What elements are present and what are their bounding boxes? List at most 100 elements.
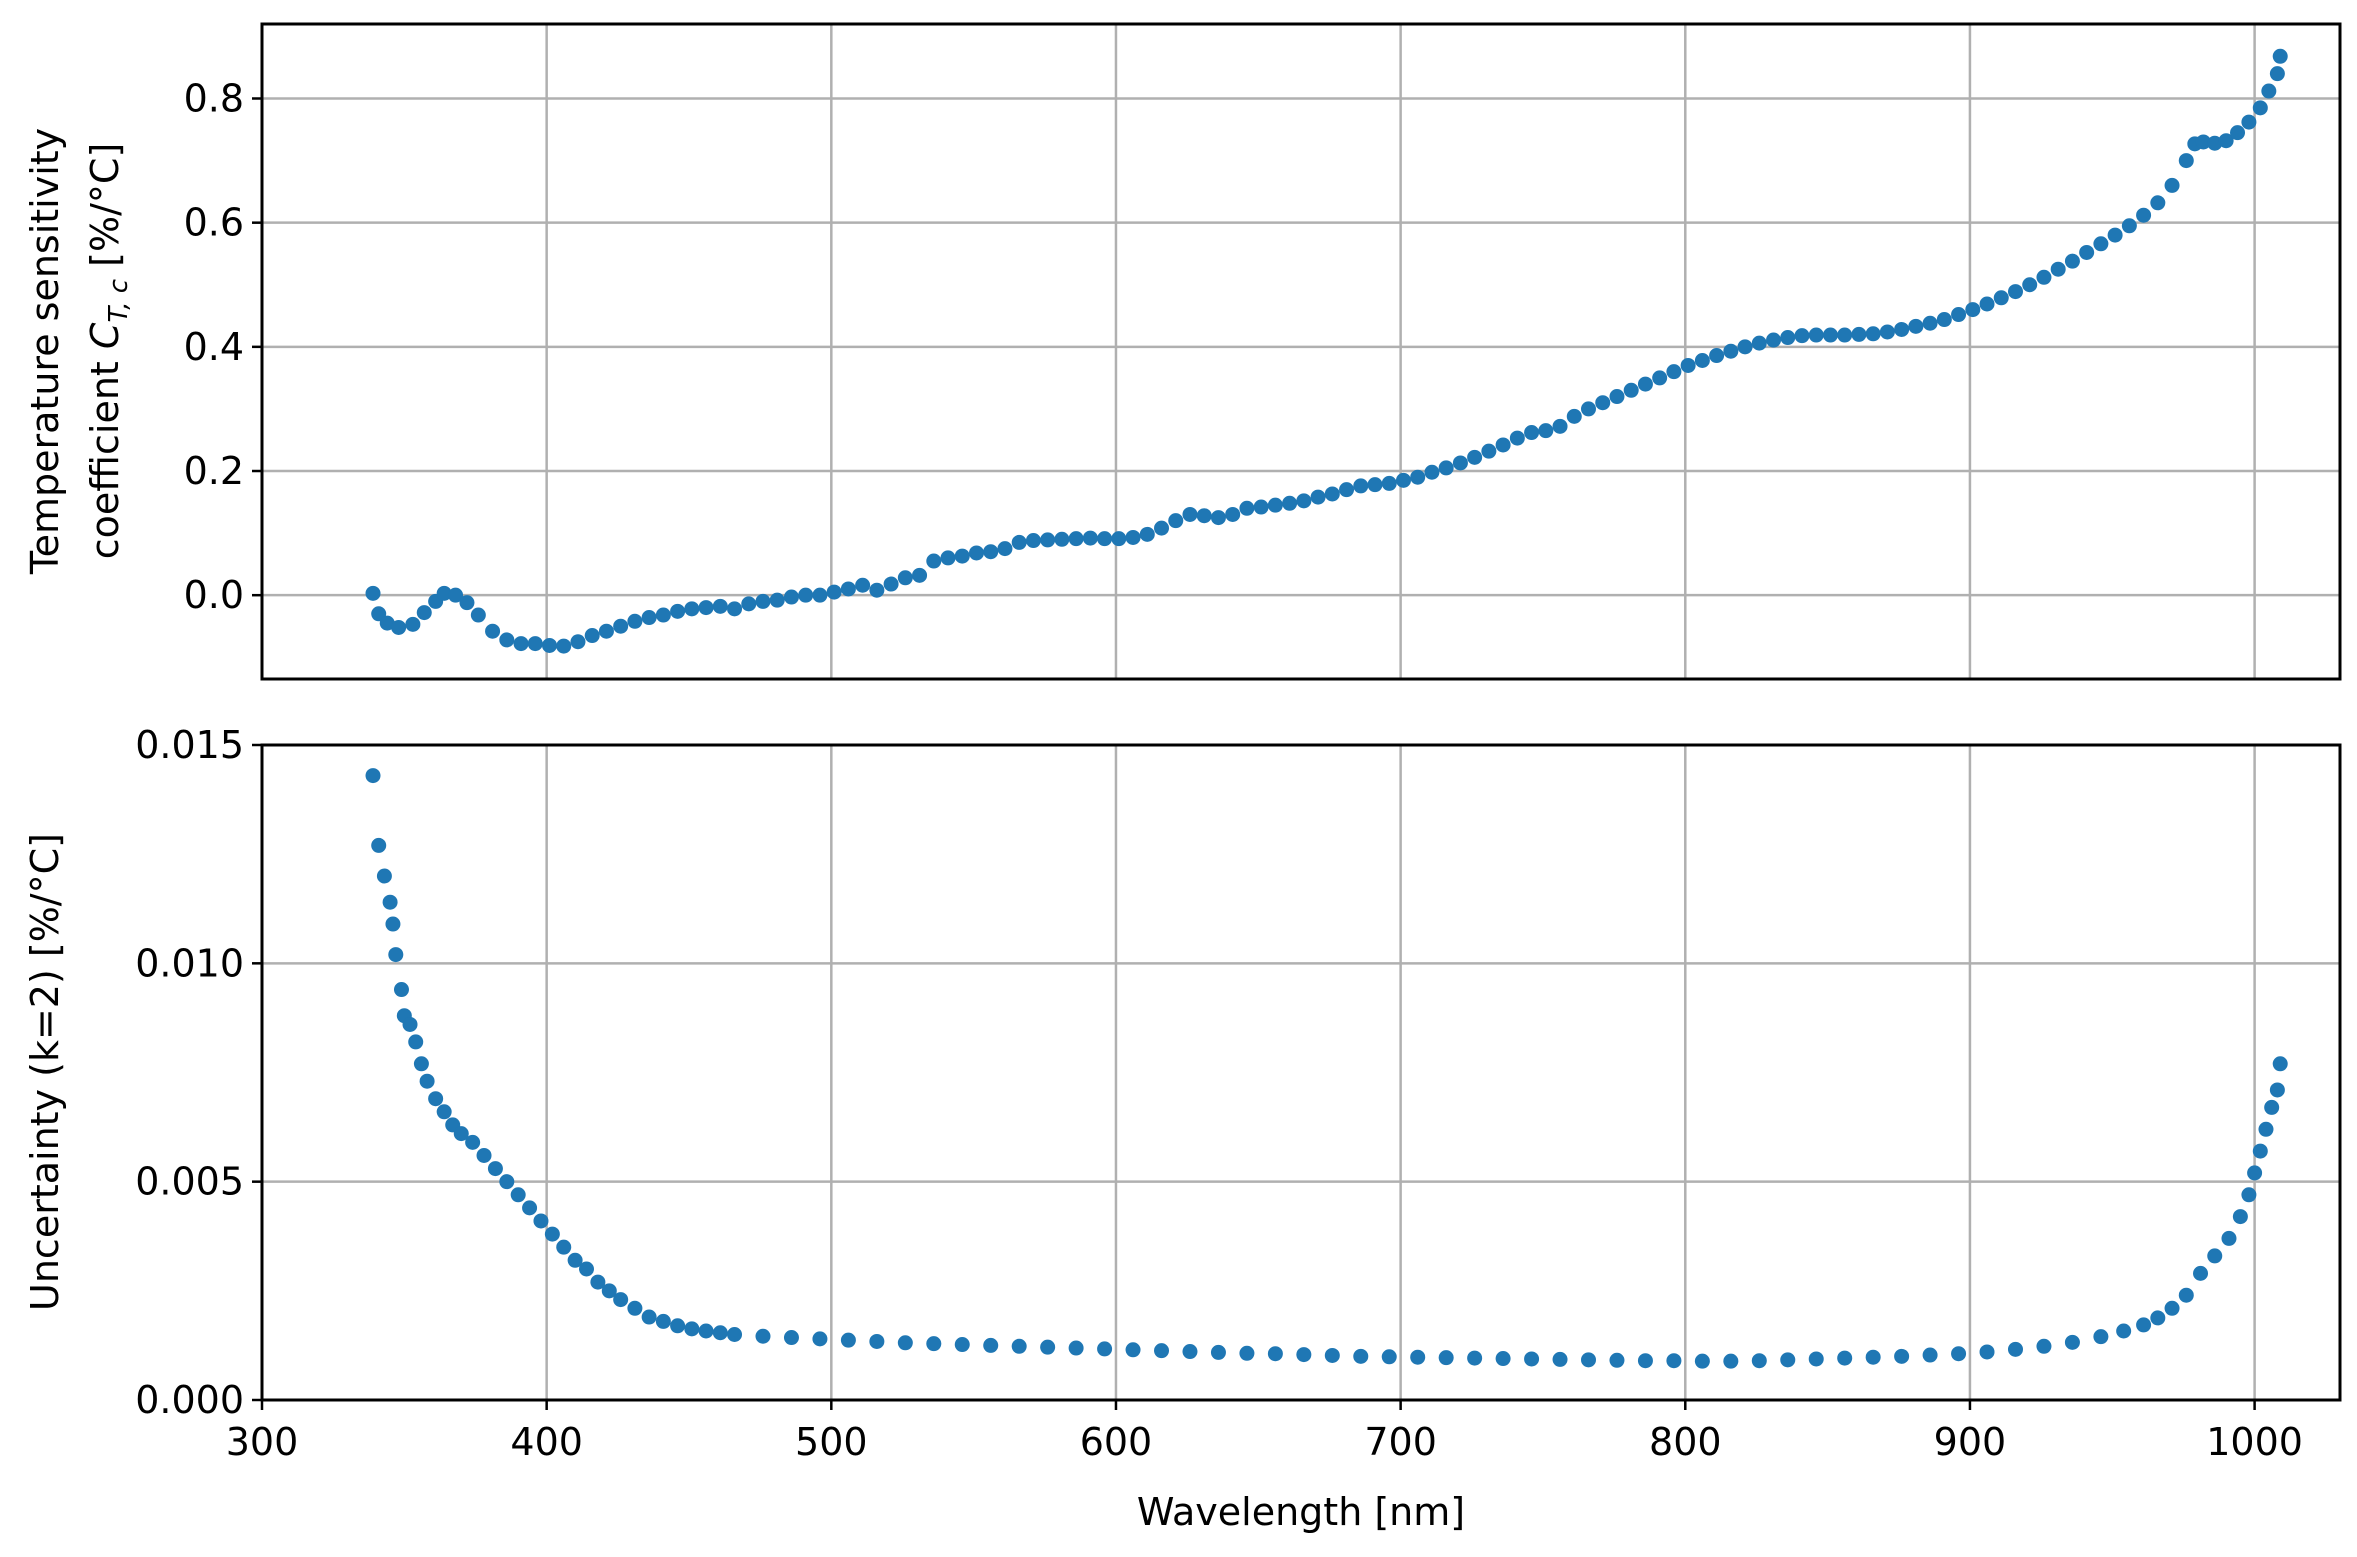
data-point	[2178, 153, 2194, 169]
data-point	[1310, 489, 1326, 505]
data-point	[1011, 1338, 1027, 1354]
x-tick-label: 1000	[2206, 1420, 2303, 1464]
data-point	[1794, 328, 1810, 344]
y-tick-label: 0.015	[135, 723, 244, 767]
data-point	[379, 615, 395, 631]
data-point	[459, 595, 475, 611]
data-point	[712, 598, 728, 614]
data-point	[655, 1313, 671, 1329]
data-point	[391, 619, 407, 635]
data-point	[1324, 486, 1340, 502]
data-point	[2136, 207, 2152, 223]
data-point	[1524, 425, 1540, 441]
data-point	[1097, 1341, 1113, 1357]
data-point	[1851, 326, 1867, 342]
data-point	[1652, 370, 1668, 386]
data-point	[2164, 177, 2180, 193]
data-point	[2272, 48, 2288, 64]
data-point	[470, 607, 486, 623]
data-point	[453, 1126, 469, 1142]
x-tick-label: 400	[510, 1420, 583, 1464]
bottom-grid	[260, 745, 2340, 1400]
data-point	[1837, 1350, 1853, 1366]
data-point	[1879, 324, 1895, 340]
data-point	[2207, 1248, 2223, 1264]
x-tick-label: 300	[226, 1420, 299, 1464]
data-point	[2116, 1323, 2132, 1339]
data-point	[783, 589, 799, 605]
data-point	[1381, 1349, 1397, 1365]
data-point	[627, 613, 643, 629]
data-point	[385, 916, 401, 932]
data-point	[2195, 134, 2211, 150]
data-point	[1751, 1353, 1767, 1369]
data-point	[499, 632, 515, 648]
data-point	[840, 1332, 856, 1348]
bottom-x-ticks: 300 400 500 600 700 800 900 1000	[226, 1400, 2303, 1464]
data-point	[1353, 1348, 1369, 1364]
data-point	[436, 1104, 452, 1120]
data-point	[641, 610, 657, 626]
y-tick-label: 0.6	[184, 201, 244, 245]
data-point	[698, 600, 714, 616]
data-point	[1154, 520, 1170, 536]
x-tick-label: 500	[795, 1420, 868, 1464]
data-point	[393, 982, 409, 998]
data-point	[997, 541, 1013, 557]
data-point	[1054, 531, 1070, 547]
data-point	[1339, 482, 1355, 498]
data-point	[897, 1335, 913, 1351]
data-point	[1894, 1348, 1910, 1364]
data-point	[1566, 408, 1582, 424]
data-point	[1908, 318, 1924, 334]
data-point	[1210, 510, 1226, 526]
x-tick-label: 700	[1364, 1420, 1437, 1464]
data-point	[1068, 531, 1084, 547]
data-point	[544, 1226, 560, 1242]
data-point	[1865, 326, 1881, 342]
data-point	[1766, 332, 1782, 348]
y-tick-label: 0.010	[135, 941, 244, 985]
data-point	[2164, 1300, 2180, 1316]
data-point	[1367, 477, 1383, 493]
data-point	[1609, 1352, 1625, 1368]
data-point	[840, 581, 856, 597]
data-point	[1581, 401, 1597, 417]
data-point	[2252, 100, 2268, 116]
data-point	[413, 1056, 429, 1072]
x-tick-label: 800	[1649, 1420, 1722, 1464]
data-point	[1424, 464, 1440, 480]
data-point	[613, 1292, 629, 1308]
data-point	[1011, 534, 1027, 550]
data-point	[371, 837, 387, 853]
data-point	[954, 548, 970, 564]
data-point	[1694, 1353, 1710, 1369]
top-scatter-points	[365, 48, 2288, 654]
data-point	[1467, 1350, 1483, 1366]
data-point	[613, 618, 629, 634]
data-point	[1125, 529, 1141, 545]
data-point	[1979, 1344, 1995, 1360]
data-point	[1609, 389, 1625, 405]
data-point	[1267, 1346, 1283, 1362]
data-point	[2150, 1310, 2166, 1326]
data-point	[684, 601, 700, 617]
data-point	[1253, 499, 1269, 515]
data-point	[365, 585, 381, 601]
data-point	[416, 605, 432, 621]
y-tick-label: 0.000	[135, 1378, 244, 1422]
data-point	[570, 634, 586, 650]
data-point	[727, 601, 743, 617]
data-point	[1922, 1347, 1938, 1363]
data-point	[2261, 83, 2277, 99]
data-point	[2022, 277, 2038, 293]
data-point	[670, 603, 686, 619]
data-point	[499, 1174, 515, 1190]
data-point	[2036, 1338, 2052, 1354]
data-point	[2036, 269, 2052, 285]
bottom-panel: 0.000 0.005 0.010 0.015 300 400 500 600 700 800 9…	[23, 723, 2342, 1534]
top-panel: 0.00.20.40.60.8 Temperature sensitivity …	[23, 22, 2342, 681]
y-tick-label: 0.4	[184, 325, 244, 369]
data-point	[1951, 1346, 1967, 1362]
data-point	[584, 628, 600, 644]
